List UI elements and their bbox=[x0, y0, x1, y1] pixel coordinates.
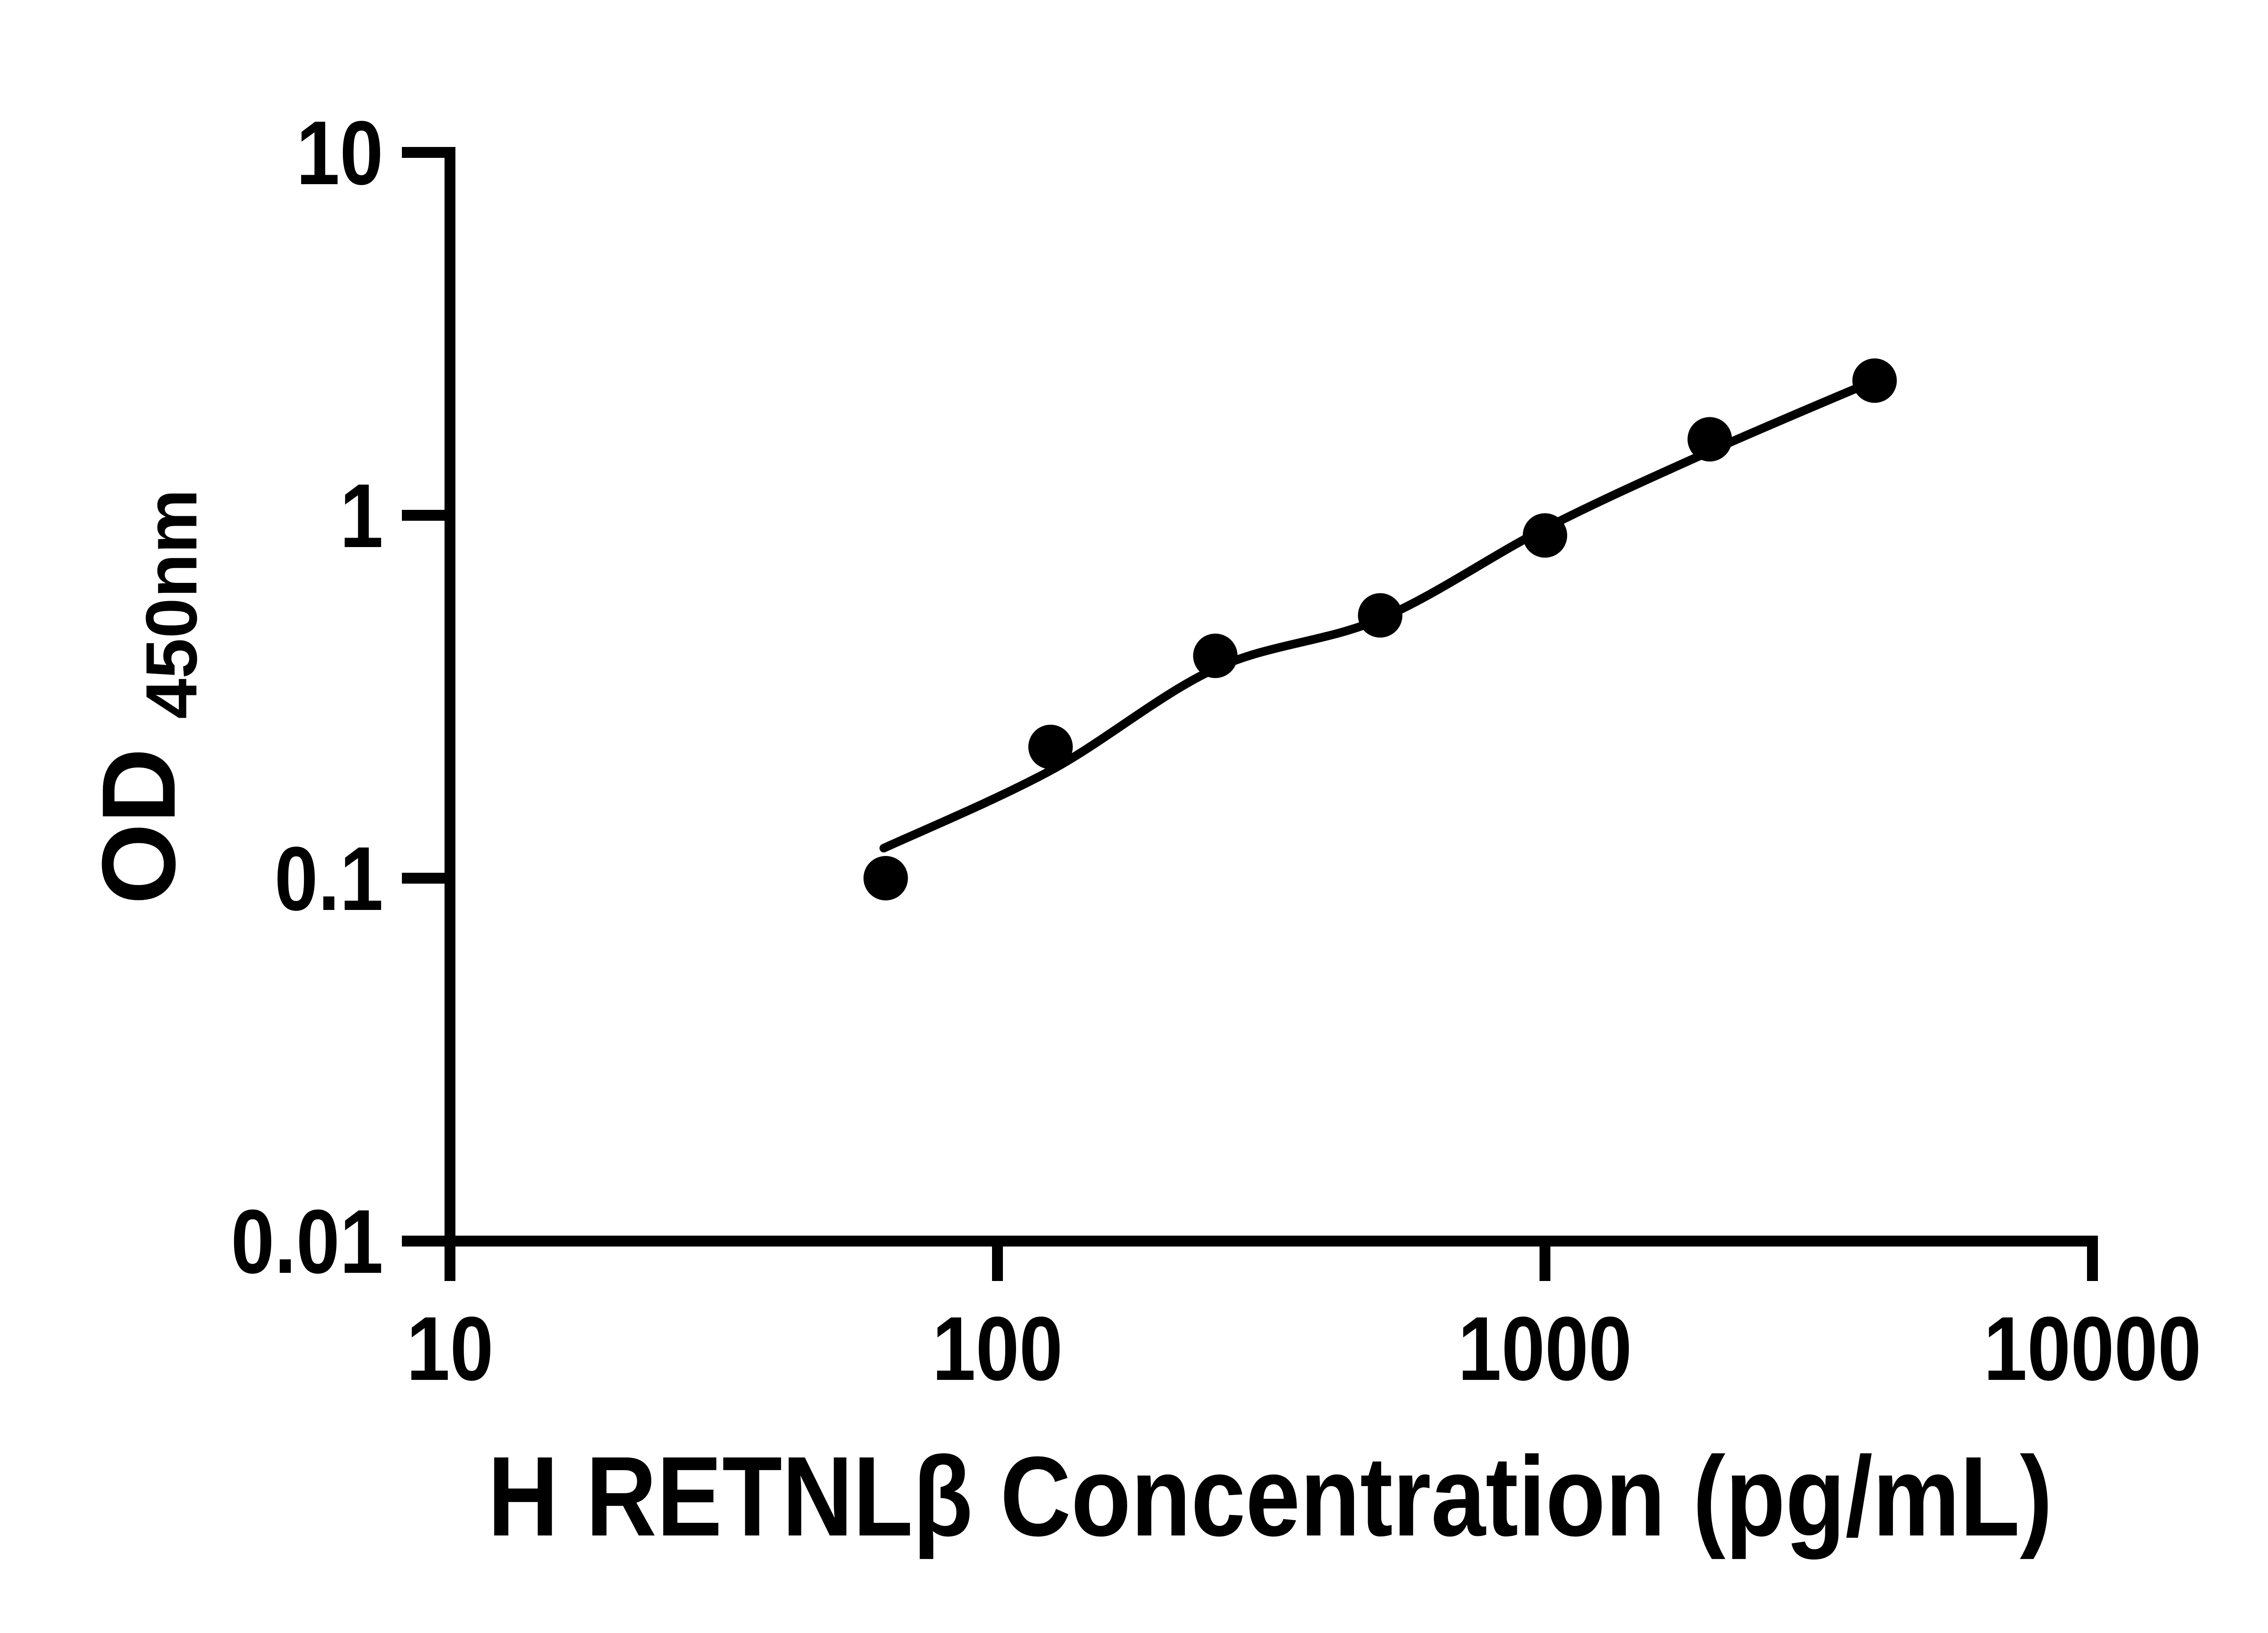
y-axis-title-subscript: 450nm bbox=[131, 489, 212, 719]
data-point-marker bbox=[1523, 513, 1567, 558]
x-tick-label: 1000 bbox=[1458, 1298, 1632, 1399]
data-point-marker bbox=[1358, 593, 1403, 638]
y-axis-title-main: OD bbox=[80, 748, 197, 905]
x-tick-label: 10 bbox=[406, 1298, 494, 1399]
y-axis: 10 1 0.1 0.01 bbox=[231, 103, 455, 1292]
data-point-marker bbox=[1852, 358, 1897, 403]
x-tick-label: 100 bbox=[932, 1298, 1063, 1399]
x-axis: 10 100 1000 10000 bbox=[406, 1236, 2201, 1399]
y-tick-label: 10 bbox=[296, 103, 383, 204]
y-tick-label: 1 bbox=[340, 465, 383, 567]
data-points-group bbox=[863, 358, 1897, 900]
data-point-marker bbox=[1028, 724, 1073, 769]
x-tick-label: 10000 bbox=[1984, 1298, 2201, 1399]
x-axis-title: H RETNLβ Concentration (pg/mL) bbox=[488, 1433, 2053, 1560]
y-tick-label: 0.1 bbox=[274, 828, 383, 929]
y-axis-title: OD 450nm bbox=[80, 489, 212, 905]
y-tick-label: 0.01 bbox=[231, 1191, 383, 1292]
data-point-marker bbox=[863, 856, 908, 900]
data-point-marker bbox=[1193, 633, 1238, 678]
data-point-marker bbox=[1687, 417, 1732, 462]
